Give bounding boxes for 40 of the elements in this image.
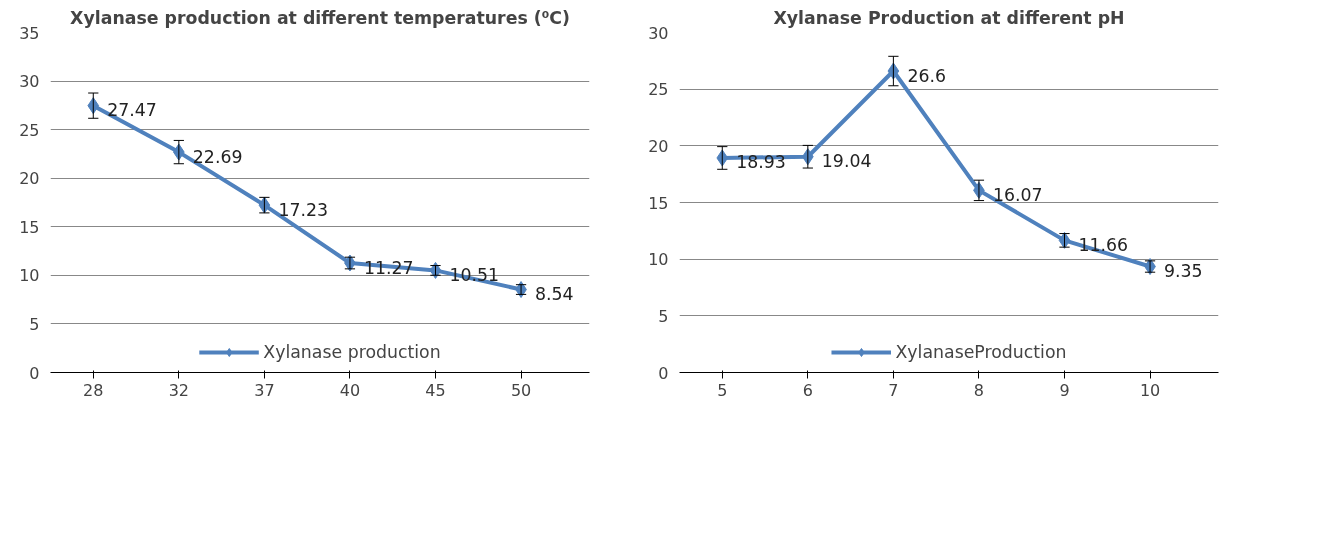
- data-label: 17.23: [278, 199, 328, 220]
- y-tick-label: 25: [19, 120, 40, 140]
- y-tick-label: 15: [648, 193, 669, 213]
- y-tick-label: 0: [658, 363, 669, 383]
- data-label: 11.66: [1078, 234, 1129, 255]
- y-tick-label: 35: [19, 23, 40, 43]
- x-tick-label: 9: [1059, 380, 1070, 400]
- chart-title: Xylanase Production at different pH: [773, 7, 1125, 28]
- y-tick-label: 5: [658, 306, 669, 326]
- x-tick-label: 37: [254, 380, 275, 400]
- x-tick-label: 8: [973, 380, 985, 400]
- x-tick-label: 5: [717, 380, 728, 400]
- y-tick-label: 30: [19, 72, 40, 92]
- data-label: 9.35: [1164, 261, 1203, 282]
- y-tick-label: 5: [29, 314, 40, 334]
- data-label: 27.47: [107, 100, 157, 121]
- x-tick-label: 50: [510, 380, 532, 400]
- y-tick-label: 25: [648, 80, 669, 100]
- data-label: 22.69: [192, 146, 243, 167]
- y-tick-label: 15: [19, 217, 40, 237]
- y-tick-label: 0: [29, 363, 40, 383]
- data-label: 8.54: [535, 284, 574, 305]
- y-tick-label: 30: [648, 23, 669, 43]
- y-tick-label: 20: [19, 169, 40, 189]
- data-label: 26.6: [907, 65, 946, 86]
- data-label: 19.04: [821, 151, 872, 172]
- legend-label: XylanaseProduction: [895, 342, 1067, 362]
- x-tick-label: 40: [339, 380, 361, 400]
- x-tick-label: 32: [168, 380, 190, 400]
- x-tick-label: 28: [83, 380, 104, 400]
- y-tick-label: 10: [19, 266, 40, 286]
- x-tick-label: 7: [888, 380, 899, 400]
- y-tick-label: 20: [648, 136, 669, 156]
- x-tick-label: 6: [802, 380, 813, 400]
- x-tick-label: 45: [425, 380, 446, 400]
- x-tick-label: 10: [1139, 380, 1161, 400]
- data-label: 16.07: [992, 184, 1043, 205]
- y-tick-label: 10: [648, 250, 669, 270]
- chart-title: Xylanase production at different temperatures (⁰C): [70, 7, 570, 28]
- legend-label: Xylanase production: [263, 342, 441, 362]
